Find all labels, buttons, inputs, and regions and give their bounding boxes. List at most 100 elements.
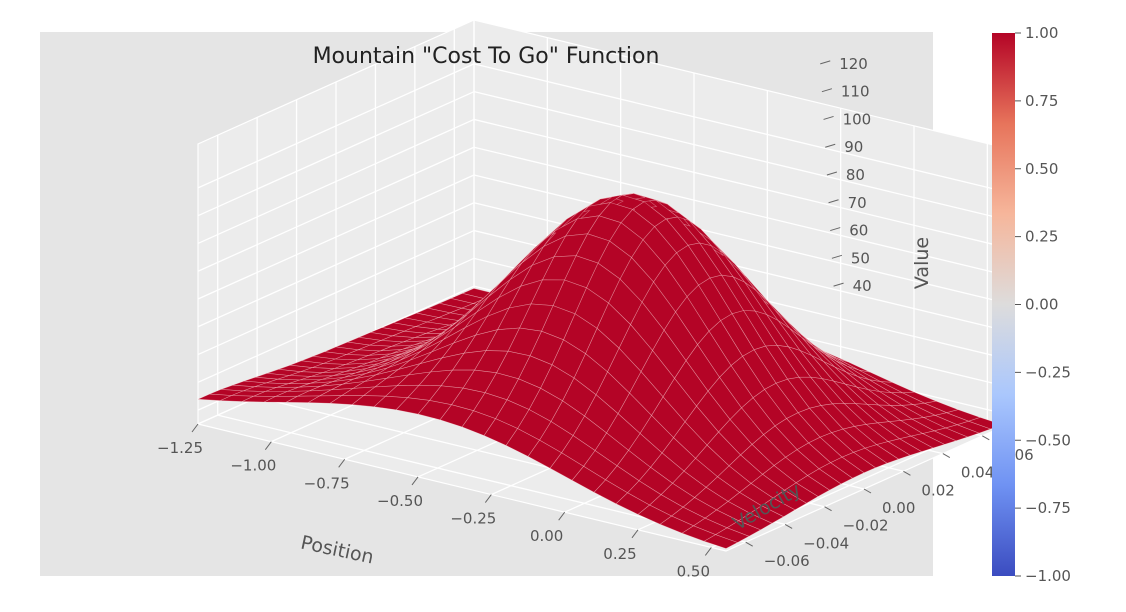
grid-line-z [473,63,1003,192]
colorbar-tick-label: 0.75 [1025,92,1058,110]
surface-cell [564,255,599,289]
surface-cell [642,226,677,266]
surface-cell [507,327,542,357]
surface-cell [696,390,731,433]
surface-cell [551,339,586,379]
x-tick-label: 0.50 [677,562,710,580]
surface-cell [365,360,400,374]
surface-cell [332,368,367,376]
surface-cell [631,239,666,283]
x-tick-mark [631,529,639,539]
surface-cell [197,393,232,401]
colorbar-tick-label: −0.50 [1025,431,1071,449]
grid-line-z [473,174,1003,303]
x-tick-label: 0.00 [530,527,563,545]
surface-cell [703,534,739,549]
surface-cell [911,417,947,432]
z-tick-label: 70 [848,194,867,212]
surface-cell [629,371,664,416]
grid-line-z [197,257,475,383]
z-axis-label: Value [911,237,933,289]
surface-cell [773,456,809,484]
surface-cell [595,371,630,415]
z-tick-label: 60 [849,222,868,240]
surface-cell [784,449,820,476]
surface-cell [630,301,665,351]
surface-cell [922,414,958,429]
surface-cell [852,447,888,469]
surface-cell [366,356,401,369]
surface-cell [786,412,821,444]
surface-cell [933,427,969,442]
surface-cell [665,216,701,246]
surface-cell [750,473,786,499]
x-tick-mark [704,547,712,556]
surface-cell [672,470,707,498]
surface-cell [549,452,584,481]
surface-cell [561,435,596,467]
surface-cell [708,320,743,366]
surface-cell [663,311,698,362]
surface-cell [616,449,651,482]
colorbar-tick-label: 1.00 [1025,24,1058,42]
surface-cell [219,395,254,402]
colorbar-tick-label: 0.00 [1025,296,1058,314]
y-tick-mark [982,435,990,441]
surface-cell [209,389,244,396]
surface-cell [652,329,687,379]
surface-cell [868,379,903,394]
surface-cell [618,323,653,373]
surface-cell [571,465,606,493]
surface-cell [764,382,799,419]
surface-cell [683,457,718,488]
surface-cell [605,465,640,494]
surface-cell [540,364,575,402]
z-tick-mark [821,88,833,93]
surface-cell [606,413,641,451]
x-tick-mark [484,494,492,503]
colorbar [992,33,1015,576]
surface-cell [686,284,721,332]
surface-cell [399,338,434,357]
z-tick-mark [833,282,844,287]
grid-line-z [197,118,475,245]
surface-cell [707,376,742,420]
surface-cell [720,313,755,357]
surface-cell [728,454,763,484]
surface-cell [562,377,597,417]
surface-cell [761,465,797,491]
surface-cell [729,407,764,445]
grid-line-z [197,91,475,217]
z-tick-mark [823,115,834,120]
surface-cell [695,444,730,478]
surface-cell [772,489,808,511]
surface-cell [653,264,688,313]
surface-cell [553,233,589,258]
surface-cell [552,279,587,315]
z-tick-mark [820,60,831,65]
surface-cell [659,515,695,534]
x-tick-label: −0.75 [304,474,350,492]
surface-cell [876,421,912,440]
x-tick-label: −1.00 [230,457,276,475]
surface-cell [752,388,787,427]
x-tick-label: 0.25 [603,545,636,563]
surface-cell [596,302,631,349]
surface-cell [670,506,706,527]
x-axis-ticks: −1.25 −1.00 −0.75 −0.50 −0.25 0.00 0.25 0.50 [157,423,712,580]
colorbar-tick-label: 0.50 [1025,160,1058,178]
grid-line-z [197,174,475,300]
z-tick-label: 50 [851,249,870,267]
surface-cell [276,383,311,388]
surface [197,193,1003,549]
surface-cell [760,497,796,518]
surface-cell [617,392,652,434]
surface-cell [415,307,452,318]
chart-title: Mountain "Cost To Go" Function [313,44,660,69]
z-tick-label: 100 [843,110,872,128]
surface-cell [232,380,267,388]
surface-cell [243,376,278,384]
surface-cell [576,202,612,220]
surface-cell [517,409,552,441]
